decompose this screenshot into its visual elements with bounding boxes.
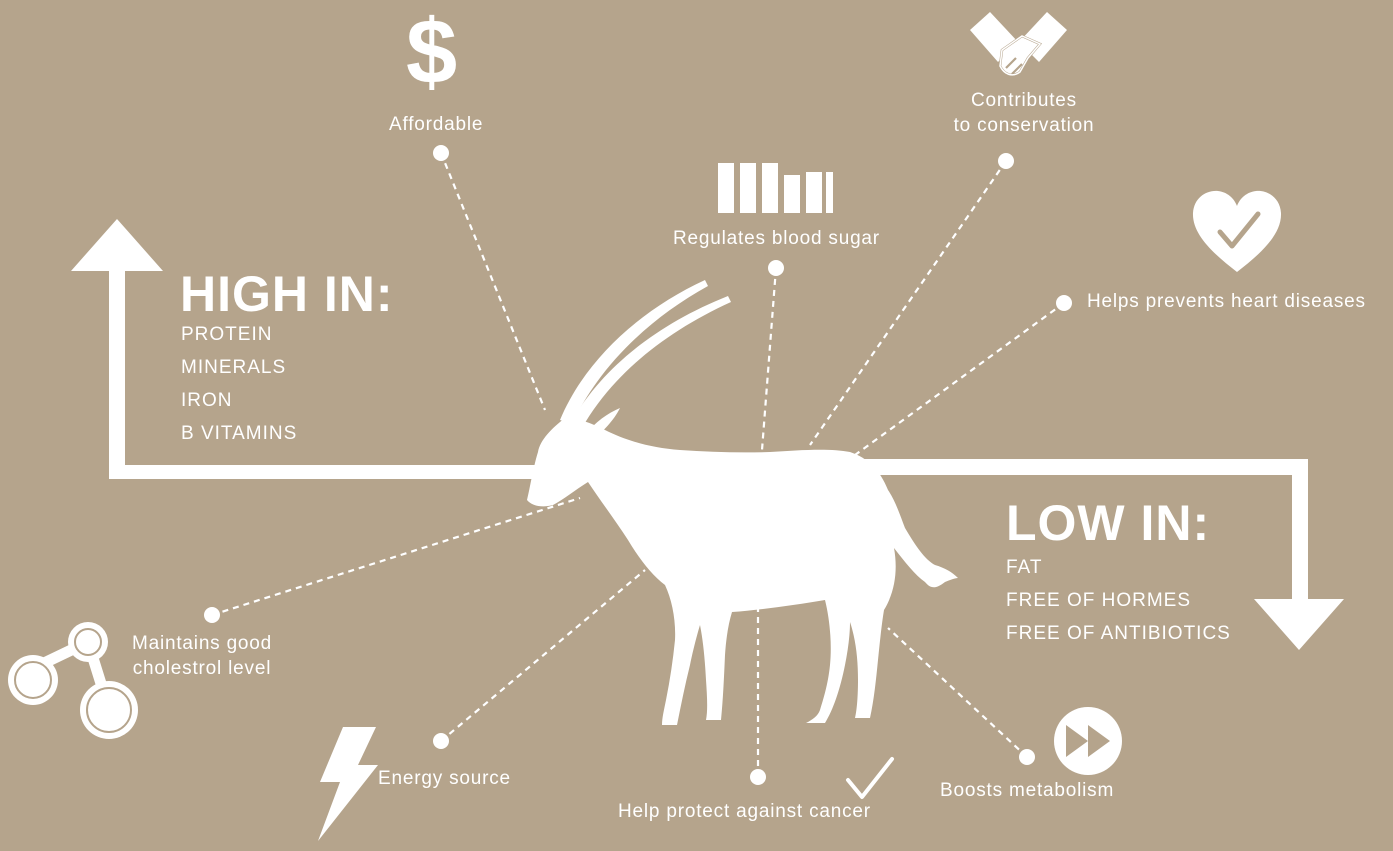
benefit-label-blood-sugar: Regulates blood sugar	[673, 228, 880, 249]
connector-blood-sugar	[760, 267, 778, 451]
heart-check-icon	[1192, 190, 1282, 272]
high-in-item: PROTEIN	[181, 324, 273, 345]
fast-forward-icon	[1054, 707, 1122, 775]
benefit-label-cholesterol-line2: cholestrol level	[132, 658, 272, 679]
low-in-heading: LOW IN:	[1006, 495, 1211, 551]
checkmark-icon	[846, 757, 894, 799]
benefit-label-metabolism: Boosts metabolism	[940, 780, 1115, 801]
benefit-label-heart: Helps prevents heart diseases	[1087, 291, 1366, 312]
connector-cholesterol	[211, 496, 581, 617]
high-in-item: IRON	[181, 390, 233, 411]
benefit-label-conservation-line1: Contributes	[971, 90, 1077, 111]
dot-affordable	[433, 145, 449, 161]
connector-lines	[211, 152, 1065, 777]
dot-heart	[1056, 295, 1072, 311]
dollar-icon: $	[406, 1, 458, 103]
high-in-heading: HIGH IN:	[180, 266, 394, 322]
connector-dots	[204, 145, 1072, 785]
dot-cholesterol	[204, 607, 220, 623]
benefit-label-cholesterol: Maintains good cholestrol level	[112, 631, 292, 681]
high-arrow	[71, 219, 560, 479]
low-in-list: FAT FREE OF HORMES FREE OF ANTIBIOTICS	[1006, 551, 1231, 650]
benefit-label-energy: Energy source	[378, 768, 511, 789]
connector-affordable	[439, 152, 547, 411]
connector-energy	[440, 569, 646, 742]
benefit-label-conservation: Contributes to conservation	[924, 88, 1124, 138]
handshake-icon	[970, 12, 1067, 79]
dot-conservation	[998, 153, 1014, 169]
lightning-icon	[318, 727, 378, 841]
oryx-silhouette	[527, 280, 958, 725]
dot-blood-sugar	[768, 260, 784, 276]
low-in-item: FREE OF ANTIBIOTICS	[1006, 623, 1231, 644]
connector-heart	[854, 302, 1065, 456]
high-in-item: B VITAMINS	[181, 423, 298, 444]
low-in-item: FREE OF HORMES	[1006, 590, 1192, 611]
connector-metabolism	[887, 627, 1028, 758]
low-in-item: FAT	[1006, 557, 1043, 578]
bar-chart-icon	[718, 163, 833, 213]
dot-metabolism	[1019, 749, 1035, 765]
benefit-label-affordable: Affordable	[389, 114, 484, 135]
high-in-list: PROTEIN MINERALS IRON B VITAMINS	[181, 318, 297, 450]
dot-cancer	[750, 769, 766, 785]
molecule-icon	[8, 622, 138, 739]
benefit-label-conservation-line2: to conservation	[953, 115, 1095, 136]
benefit-label-cancer: Help protect against cancer	[618, 801, 871, 822]
low-arrow	[840, 459, 1344, 650]
connector-conservation	[809, 160, 1007, 446]
benefit-label-cholesterol-line1: Maintains good	[131, 633, 273, 654]
dot-energy	[433, 733, 449, 749]
high-in-item: MINERALS	[181, 357, 287, 378]
